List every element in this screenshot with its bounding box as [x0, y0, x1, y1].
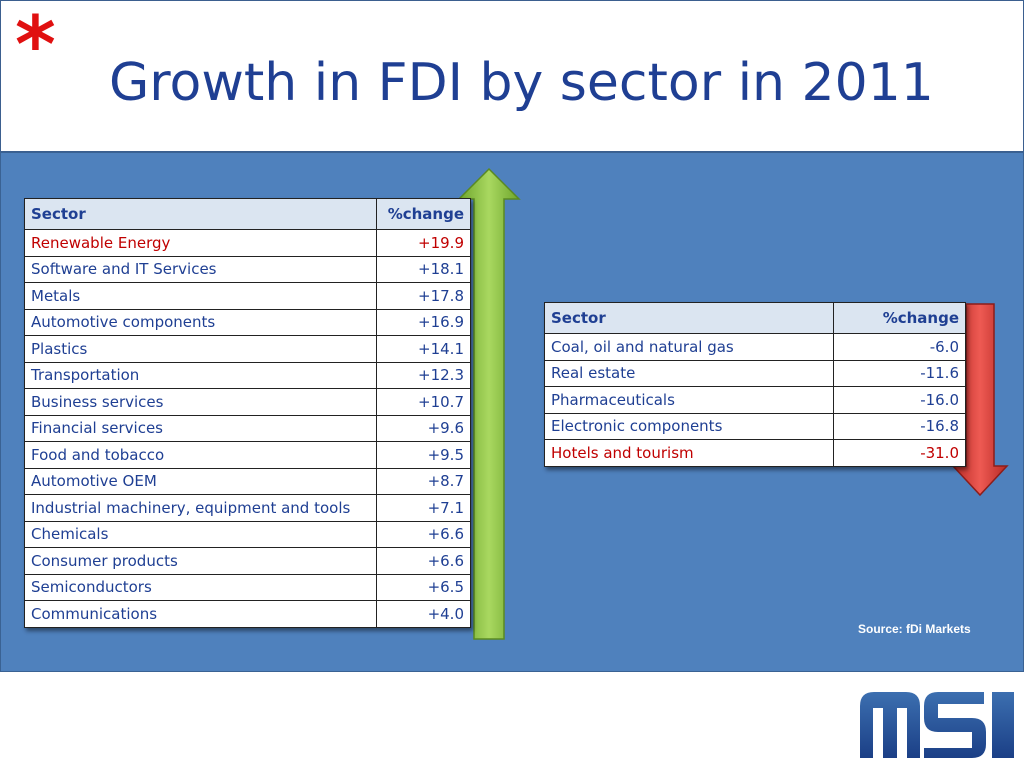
source-note: Source: fDi Markets [858, 622, 971, 636]
sector-cell: Real estate [543, 359, 835, 387]
sector-cell: Chemicals [24, 520, 377, 548]
sector-cell: Financial services [24, 414, 377, 442]
table-row: Communications +4.0 [24, 600, 472, 628]
change-cell: +6.6 [375, 547, 472, 575]
table-row: Software and IT Services +18.1 [24, 255, 472, 283]
sector-cell: Business services [24, 388, 377, 416]
table-row: Hotels and tourism -31.0 [543, 439, 966, 467]
change-cell: +12.3 [375, 361, 472, 389]
sector-cell: Semiconductors [24, 573, 377, 601]
sector-cell: Transportation [24, 361, 377, 389]
table-row: Pharmaceuticals -16.0 [543, 386, 966, 414]
table-row: Industrial machinery, equipment and tool… [24, 494, 472, 522]
asterisk-icon: * [15, 1, 56, 91]
sector-cell: Coal, oil and natural gas [543, 333, 835, 361]
title-bar: * Growth in FDI by sector in 2011 [0, 0, 1024, 152]
change-cell: +8.7 [375, 467, 472, 495]
change-cell: -6.0 [833, 333, 966, 361]
header-sector: Sector [24, 198, 377, 230]
change-cell: +10.7 [375, 388, 472, 416]
table-row: Renewable Energy +19.9 [24, 229, 472, 257]
growth-sectors-table: Sector %change Renewable Energy +19.9 Soft… [24, 198, 472, 628]
decline-sectors-table: Sector %change Coal, oil and natural gas… [543, 302, 966, 467]
table-row: Automotive OEM +8.7 [24, 467, 472, 495]
sector-cell: Food and tobacco [24, 441, 377, 469]
table-row: Chemicals +6.6 [24, 520, 472, 548]
table-header-row: Sector %change [543, 302, 966, 334]
sector-cell: Communications [24, 600, 377, 628]
change-cell: -11.6 [833, 359, 966, 387]
header-change: %change [375, 198, 472, 230]
table-row: Real estate -11.6 [543, 359, 966, 387]
change-cell: +4.0 [375, 600, 472, 628]
change-cell: +17.8 [375, 282, 472, 310]
change-cell: -31.0 [833, 439, 966, 467]
table-row: Transportation +12.3 [24, 361, 472, 389]
sector-cell: Electronic components [543, 412, 835, 440]
table-row: Consumer products +6.6 [24, 547, 472, 575]
table-row: Automotive components +16.9 [24, 308, 472, 336]
change-cell: -16.0 [833, 386, 966, 414]
sector-cell: Automotive OEM [24, 467, 377, 495]
sector-cell: Renewable Energy [24, 229, 377, 257]
sector-cell: Pharmaceuticals [543, 386, 835, 414]
msi-logo [860, 692, 1014, 758]
sector-cell: Plastics [24, 335, 377, 363]
header-sector: Sector [543, 302, 835, 334]
table-row: Metals +17.8 [24, 282, 472, 310]
change-cell: +16.9 [375, 308, 472, 336]
sector-cell: Consumer products [24, 547, 377, 575]
change-cell: +6.5 [375, 573, 472, 601]
change-cell: -16.8 [833, 412, 966, 440]
sector-cell: Automotive components [24, 308, 377, 336]
table-row: Business services +10.7 [24, 388, 472, 416]
sector-cell: Metals [24, 282, 377, 310]
sector-cell: Industrial machinery, equipment and tool… [24, 494, 377, 522]
table-header-row: Sector %change [24, 198, 472, 230]
change-cell: +9.5 [375, 441, 472, 469]
header-change: %change [833, 302, 966, 334]
change-cell: +19.9 [375, 229, 472, 257]
change-cell: +18.1 [375, 255, 472, 283]
table-row: Electronic components -16.8 [543, 412, 966, 440]
change-cell: +14.1 [375, 335, 472, 363]
change-cell: +7.1 [375, 494, 472, 522]
change-cell: +9.6 [375, 414, 472, 442]
table-row: Semiconductors +6.5 [24, 573, 472, 601]
table-row: Plastics +14.1 [24, 335, 472, 363]
table-row: Financial services +9.6 [24, 414, 472, 442]
change-cell: +6.6 [375, 520, 472, 548]
table-row: Coal, oil and natural gas -6.0 [543, 333, 966, 361]
table-row: Food and tobacco +9.5 [24, 441, 472, 469]
sector-cell: Software and IT Services [24, 255, 377, 283]
page-title: Growth in FDI by sector in 2011 [109, 53, 934, 113]
sector-cell: Hotels and tourism [543, 439, 835, 467]
